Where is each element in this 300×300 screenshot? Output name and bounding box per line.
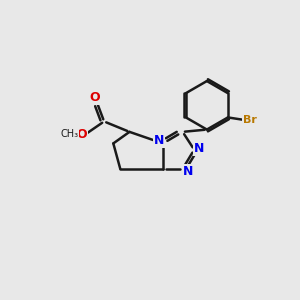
Text: N: N bbox=[182, 165, 193, 178]
Text: N: N bbox=[194, 142, 204, 155]
Text: Br: Br bbox=[243, 115, 257, 125]
Text: O: O bbox=[89, 92, 100, 104]
Text: O: O bbox=[76, 128, 87, 141]
Text: N: N bbox=[154, 134, 164, 147]
Text: CH₃: CH₃ bbox=[60, 129, 79, 139]
